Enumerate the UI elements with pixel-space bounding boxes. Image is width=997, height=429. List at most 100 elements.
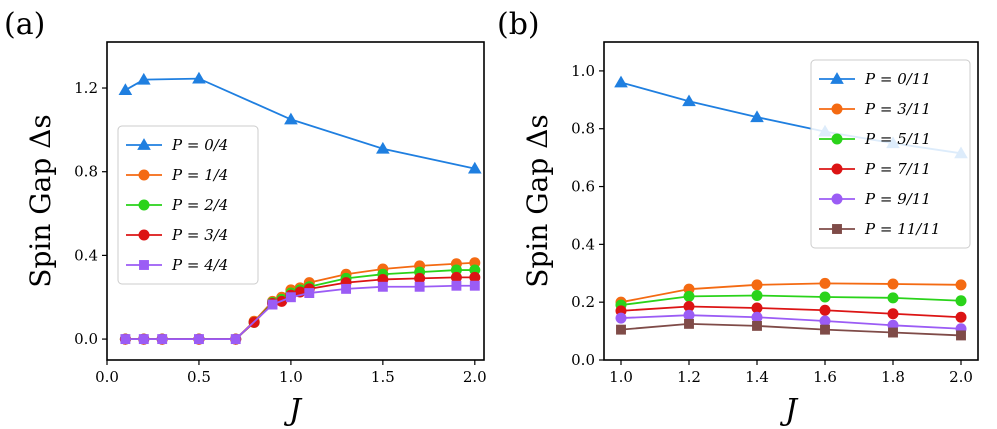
y-tick-label-b-5: 1.0 [571, 62, 595, 80]
data-point-b-0-1 [682, 94, 696, 107]
data-point-a-4-12 [469, 280, 480, 291]
data-point-a-0-4 [376, 141, 390, 154]
axis-ticks-b: 1.0 1.2 1.4 1.6 1.8 2.0 0.0 0.2 0.4 0.6 0.8 1.0 [571, 62, 973, 386]
series-b-5 [616, 318, 966, 341]
data-point-b-4-2 [751, 311, 763, 323]
data-point-b-4-0 [615, 312, 627, 324]
legend-label-a-1: P = 1/4 [171, 166, 228, 184]
axis-ticks-a: 0.0 0.5 1.0 1.5 2.0 0.0 0.4 0.8 1.2 [74, 79, 487, 386]
legend-label-a-4: P = 4/4 [171, 256, 228, 274]
y-axis-label-b: Spin Gap Δs [521, 114, 554, 287]
data-point-b-1-2 [751, 279, 763, 291]
data-point-a-4-1 [138, 334, 149, 345]
data-point-b-3-5 [955, 311, 967, 323]
series-a-4 [120, 280, 480, 345]
data-point-b-4-1 [683, 309, 695, 321]
legend-box-a [117, 125, 259, 285]
data-point-a-0-5 [467, 161, 482, 174]
legend-marker-b-0 [830, 72, 844, 84]
x-axis-label-a: J [283, 393, 303, 428]
data-point-a-4-4 [230, 334, 241, 345]
series-b-2 [615, 290, 967, 311]
legend-label-b-0: P = 0/11 [864, 70, 931, 88]
data-point-b-0-2 [750, 110, 764, 123]
data-point-b-2-3 [819, 291, 831, 303]
y-tick-label-b-2: 0.4 [571, 235, 595, 253]
data-point-a-4-5 [267, 299, 278, 310]
series-b-4 [615, 309, 967, 335]
plot-frame-a [106, 41, 485, 361]
series-line-b-2 [620, 294, 962, 306]
y-tick-label-a-1: 0.4 [74, 246, 98, 264]
data-point-b-5-1 [684, 318, 694, 329]
plot-area-a [118, 71, 482, 345]
panel-label-b: (b) [497, 7, 540, 42]
legend-marker-b-3 [831, 163, 843, 175]
x-axis-label-b: J [779, 393, 799, 428]
data-point-b-1-3 [819, 277, 831, 289]
x-tick-label-b-2: 1.4 [745, 368, 769, 386]
data-point-b-5-4 [888, 327, 898, 338]
legend-label-b-4: P = 9/11 [864, 190, 931, 208]
plot-frame-b [603, 41, 979, 361]
series-line-b-5 [620, 322, 962, 337]
data-point-a-4-7 [304, 288, 315, 299]
data-point-b-4-3 [819, 315, 831, 327]
panel-b: (b) 1.0 1.2 1.4 1.6 1.8 2.00.00.20.40.60.81.0… [497, 7, 979, 428]
data-point-a-4-3 [194, 334, 204, 345]
legend-marker-b-2 [831, 133, 843, 145]
x-tick-label-a-3: 1.5 [371, 368, 395, 386]
legend-label-b-3: P = 7/11 [864, 160, 931, 178]
legend-label-b-1: P = 3/11 [864, 100, 931, 118]
legend-label-a-2: P = 2/4 [171, 196, 228, 214]
data-point-b-5-0 [616, 324, 626, 335]
series-b-1 [615, 277, 967, 308]
data-point-b-3-3 [819, 304, 831, 316]
data-point-b-5-3 [820, 324, 830, 335]
data-point-b-2-2 [751, 290, 763, 302]
legend-marker-a-3 [138, 229, 150, 241]
x-tick-label-b-1: 1.2 [677, 368, 701, 386]
data-point-b-2-1 [683, 290, 695, 302]
plot-area-b [614, 75, 968, 341]
x-tick-label-b-4: 1.8 [881, 368, 905, 386]
legend-b: P = 0/11 P = 3/11 P = 5/11 P = 7/11 P = 9/11… [810, 59, 971, 249]
series-a-0 [118, 71, 482, 174]
y-tick-label-b-1: 0.2 [571, 293, 595, 311]
y-tick-label-a-3: 1.2 [74, 79, 98, 97]
data-point-b-5-5 [956, 330, 966, 341]
legend-a: P = 0/4 P = 1/4 P = 2/4 P = 3/4 P = 4/4 [117, 125, 259, 285]
data-point-a-3-14 [450, 271, 462, 283]
x-tick-label-a-2: 1.0 [279, 368, 303, 386]
y-tick-label-b-4: 0.8 [571, 120, 595, 138]
series-line-b-3 [620, 305, 962, 319]
data-point-a-0-1 [136, 72, 151, 85]
data-point-b-3-4 [887, 308, 899, 320]
data-point-a-0-0 [118, 83, 133, 96]
data-point-a-4-8 [341, 283, 352, 294]
legend-marker-a-1 [138, 169, 150, 181]
series-b-3 [615, 301, 967, 323]
data-point-a-4-6 [285, 292, 296, 303]
legend-label-b-2: P = 5/11 [864, 130, 931, 148]
y-tick-label-b-0: 0.0 [571, 351, 595, 369]
data-point-b-5-2 [752, 320, 762, 331]
data-point-a-4-9 [377, 281, 388, 292]
x-tick-label-b-5: 2.0 [949, 368, 973, 386]
legend-box-b [810, 59, 971, 249]
legend-marker-b-5 [832, 224, 842, 234]
data-point-b-2-4 [887, 292, 899, 304]
legend-marker-a-2 [138, 199, 150, 211]
x-tick-label-b-0: 1.0 [609, 368, 633, 386]
legend-marker-a-0 [137, 138, 151, 150]
data-point-a-4-10 [414, 281, 425, 292]
legend-label-a-0: P = 0/4 [171, 136, 228, 154]
data-point-b-1-4 [887, 278, 899, 290]
series-line-b-1 [620, 282, 962, 304]
x-tick-label-b-3: 1.6 [813, 368, 837, 386]
data-point-b-0-0 [614, 75, 628, 88]
panel-label-a: (a) [4, 7, 45, 42]
legend-marker-b-1 [831, 103, 843, 115]
y-tick-label-a-2: 0.8 [74, 163, 98, 181]
y-axis-label-a: Spin Gap Δs [24, 114, 57, 287]
